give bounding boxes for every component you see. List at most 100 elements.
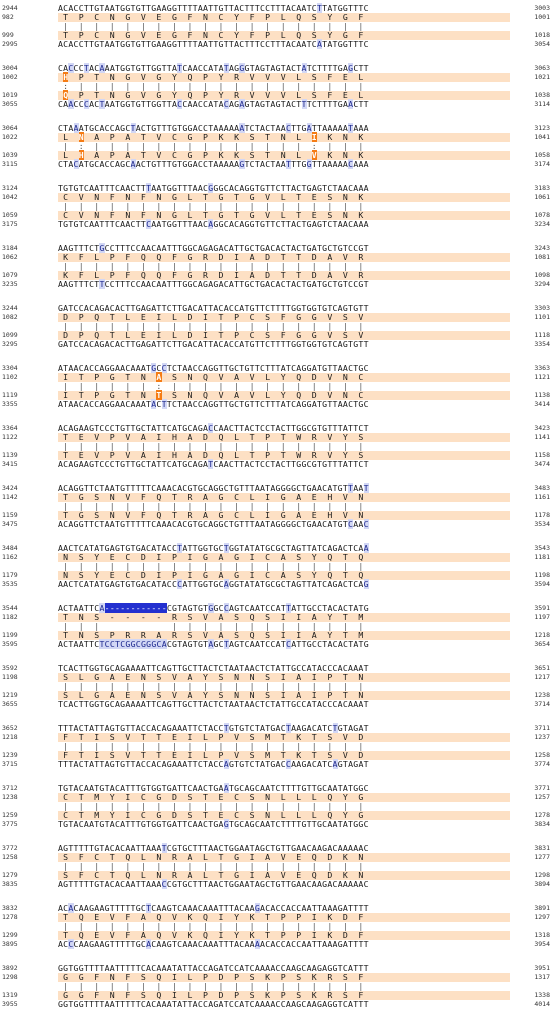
query-aa-seq: T E V P V A I H A D Q L T P T W R V Y S bbox=[58, 432, 369, 442]
query-aa-position-start: 1022 bbox=[2, 133, 18, 141]
subject-nucleotide-seq: AACTCATATGAGTGTGACATACCCATTGGTGCAGGTATAT… bbox=[58, 579, 369, 589]
query-nucleotide-seq: AAGTTTCTGCCTTTCCAACAATTTGGCAGAGACATTGCTG… bbox=[58, 243, 369, 253]
subject-position-end: 3954 bbox=[534, 940, 550, 948]
subject-aa-position-end: 1058 bbox=[534, 151, 550, 159]
query-position-start: 3244 bbox=[2, 304, 18, 312]
query-position-end: 3591 bbox=[534, 604, 550, 612]
query-position-end: 3771 bbox=[534, 784, 550, 792]
query-aa-position-start: 1218 bbox=[2, 733, 18, 741]
subject-aa-position-end: 1118 bbox=[534, 331, 550, 339]
subject-nucleotide-seq: TTTACTATTAGTGTTACCACAGAAATTCTACCAGTGTCTA… bbox=[58, 759, 369, 769]
subject-aa-seq: T Q E V F A Q V K Q I Y K T P P I K D F bbox=[58, 930, 369, 940]
query-aa-seq: T Q E V F A Q V K Q I Y K T P P I K D F bbox=[58, 912, 369, 922]
aa-band bbox=[58, 871, 510, 880]
query-position-start: 3424 bbox=[2, 484, 18, 492]
query-aa-seq: G G F N F S Q I L P D P S K P S K R S F bbox=[58, 972, 369, 982]
aa-band bbox=[58, 151, 510, 160]
sequence-alignment: 2944 3003 ACACCTTGTAATGGTGTTGAAGGTTTTAATTG… bbox=[0, 3, 552, 1009]
query-aa-position-end: 1181 bbox=[534, 553, 550, 561]
query-position-start: 3544 bbox=[2, 604, 18, 612]
query-nucleotide-seq: ACAGGTTCTAATGTTTTTCAAACACGTGCAGGCTGTTTAA… bbox=[58, 483, 369, 493]
subject-aa-position-start: 1059 bbox=[2, 211, 18, 219]
query-aa-seq: I T P G T N A S N Q V A V L Y Q D V N C bbox=[58, 372, 369, 382]
aa-band bbox=[58, 433, 510, 442]
alignment-block: 3244 3303 GATCCACAGACACTTGAGATTCTTGACATTAC… bbox=[0, 304, 552, 357]
aa-band bbox=[58, 253, 510, 262]
alignment-block: 3304 3363 ATAACACCAGGAACAAATGCCTCTAACCAGGT… bbox=[0, 363, 552, 417]
query-aa-position-start: 982 bbox=[2, 13, 14, 21]
subject-aa-position-start: 999 bbox=[2, 31, 14, 39]
subject-aa-position-end: 1258 bbox=[534, 751, 550, 759]
alignment-block: 3424 3483 ACAGGTTCTAATGTTTTTCAAACACGTGCAGG… bbox=[0, 483, 552, 537]
aa-band bbox=[58, 613, 510, 622]
aa-band bbox=[58, 691, 510, 700]
query-position-end: 3543 bbox=[534, 544, 550, 552]
query-aa-seq: T P C N G V E G F N C Y F P L Q S Y G F bbox=[58, 12, 369, 22]
subject-aa-position-start: 1239 bbox=[2, 751, 18, 759]
query-position-end: 3951 bbox=[534, 964, 550, 972]
alignment-block: 3184 3243 AAGTTTCTGCCTTTCCAACAATTTGGCAGAGA… bbox=[0, 243, 552, 297]
aa-band bbox=[58, 133, 510, 142]
query-aa-position-end: 1121 bbox=[534, 373, 550, 381]
aa-band bbox=[58, 751, 510, 760]
subject-aa-position-end: 1338 bbox=[534, 991, 550, 999]
subject-aa-position-start: 1119 bbox=[2, 391, 18, 399]
query-aa-position-start: 1162 bbox=[2, 553, 18, 561]
query-nucleotide-seq: TTTACTATTAGTGTTACCACAGAAATTCTACCTGTGTCTA… bbox=[58, 723, 369, 733]
query-aa-seq: D P Q T L E I L D I T P C S F G G V S V bbox=[58, 312, 369, 322]
subject-aa-position-start: 1219 bbox=[2, 691, 18, 699]
query-position-end: 3183 bbox=[534, 184, 550, 192]
query-position-end: 3891 bbox=[534, 904, 550, 912]
query-nucleotide-seq: ACACCTTGTAATGGTGTTGAAGGTTTTAATTGTTACTTTC… bbox=[58, 3, 369, 13]
subject-aa-seq: F T I S V T T E I L P V S M T K T S V D bbox=[58, 750, 369, 760]
query-nucleotide-seq: AACTCATATGAGTGTGACATACCTATTGGTGCTGGTATAT… bbox=[58, 543, 369, 553]
aa-band bbox=[58, 271, 510, 280]
subject-position-end: 3894 bbox=[534, 880, 550, 888]
subject-position-end: 3654 bbox=[534, 640, 550, 648]
subject-position-end: 3294 bbox=[534, 280, 550, 288]
query-position-start: 3484 bbox=[2, 544, 18, 552]
subject-position-start: 3055 bbox=[2, 100, 18, 108]
query-position-end: 3003 bbox=[534, 4, 550, 12]
query-position-end: 3651 bbox=[534, 664, 550, 672]
subject-nucleotide-seq: GATCCACAGACACTTGAGATTCTTGACATTACACCATGTT… bbox=[58, 339, 369, 349]
subject-aa-seq: L H A P A T V C G P K K S T N L V K N K bbox=[58, 150, 369, 160]
subject-nucleotide-seq: AGTTTTTGTACACAATTAAACCGTGCTTTAACTGGAATAG… bbox=[58, 879, 369, 889]
subject-aa-seq: I T P G T N T S N Q V A V L Y Q D V N C bbox=[58, 390, 369, 400]
subject-aa-position-end: 1138 bbox=[534, 391, 550, 399]
query-aa-seq: C V N F N F N G L T G T G V L T E S N K bbox=[58, 192, 369, 202]
query-position-end: 3363 bbox=[534, 364, 550, 372]
subject-nucleotide-seq: TGTACAATGTACATTTGTGGTGATTCAACTGAGTGCAGCA… bbox=[58, 819, 369, 829]
subject-aa-seq: D P Q T L E I L D I T P C S F G G V S V bbox=[58, 330, 369, 340]
aa-band bbox=[58, 571, 510, 580]
identity-bars: | | | | | | | | | | | | | | | | | | | | bbox=[58, 741, 369, 751]
aa-band bbox=[58, 391, 510, 400]
query-nucleotide-seq: TCACTTGGTGCAGAAAATTCAGTTGCTTACTCTAATAACT… bbox=[58, 663, 369, 673]
query-aa-seq: C T M Y I C G D S T E C S N L L L Q Y G bbox=[58, 792, 369, 802]
subject-position-start: 3475 bbox=[2, 520, 18, 528]
aa-band bbox=[58, 373, 510, 382]
subject-position-end: 3834 bbox=[534, 820, 550, 828]
query-position-start: 2944 bbox=[2, 4, 18, 12]
subject-nucleotide-seq: ACAGGTTCTAATGTTTTTCAAACACGTGCAGGCTGTTTAA… bbox=[58, 519, 369, 529]
query-aa-seq: K F L P F Q Q F G R D I A D T T D A V R bbox=[58, 252, 369, 262]
aa-band bbox=[58, 673, 510, 682]
query-nucleotide-seq: ACTAATTCA------------CGTAGTGTGGCCAGTCAAT… bbox=[58, 603, 369, 613]
query-nucleotide-seq: ACACAAGAAGTTTTTGCTCAAGTCAAACAAATTTACAAGA… bbox=[58, 903, 369, 913]
identity-bars: | | | | | | | | | | | | | | | | | | | | bbox=[58, 561, 369, 571]
identity-bars: | | | | | | | | | | | | | | | | | | | | bbox=[58, 201, 369, 211]
query-position-start: 3184 bbox=[2, 244, 18, 252]
query-aa-position-start: 1298 bbox=[2, 973, 18, 981]
query-aa-position-start: 1062 bbox=[2, 253, 18, 261]
query-aa-seq: S F C T Q L N R A L T G I A V E Q D K N bbox=[58, 852, 369, 862]
subject-aa-position-start: 1019 bbox=[2, 91, 18, 99]
subject-aa-seq: N S Y E C D I P I G A G I C A S Y Q T Q bbox=[58, 570, 369, 580]
subject-aa-seq: T P C N G V E G F N C Y F P L Q S Y G F bbox=[58, 30, 369, 40]
alignment-block: 3652 3711 TTTACTATTAGTGTTACCACAGAAATTCTACC… bbox=[0, 723, 552, 777]
subject-position-start: 3355 bbox=[2, 400, 18, 408]
identity-bars: : | | | | | | | | | | | | | | | | | | | bbox=[58, 81, 369, 91]
identity-bars: | | | | | | : | | | | | | | | | | | | | bbox=[58, 381, 369, 391]
identity-bars: | | | | | | | | | | | | | | | | | | | | bbox=[58, 921, 369, 931]
query-aa-position-start: 1002 bbox=[2, 73, 18, 81]
query-position-end: 3423 bbox=[534, 424, 550, 432]
